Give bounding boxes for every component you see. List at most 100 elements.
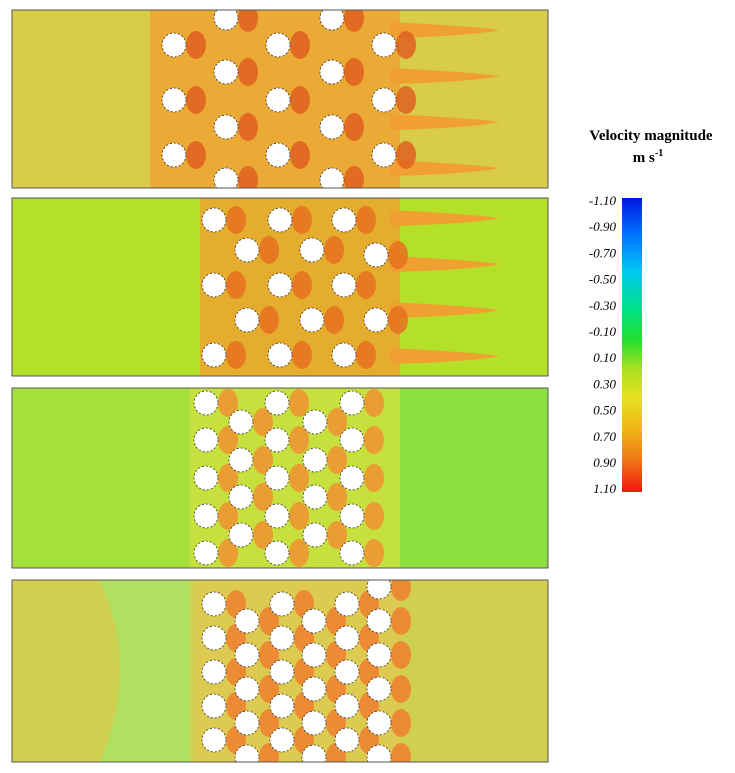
high-velocity-zone	[324, 306, 344, 334]
cylinder	[193, 465, 219, 491]
colorbar-tick-label: 0.50	[593, 403, 616, 418]
high-velocity-zone	[290, 86, 310, 114]
cylinder	[302, 447, 328, 473]
cylinder	[213, 10, 239, 31]
panel-border	[11, 9, 549, 189]
high-velocity-zone	[218, 464, 238, 492]
cylinder	[301, 642, 327, 668]
cylinder	[334, 727, 360, 753]
colorbar-tick-label: 0.30	[593, 376, 616, 391]
cylinder	[161, 32, 187, 58]
high-velocity-zone	[344, 58, 364, 86]
cylinder	[161, 142, 187, 168]
cylinder	[319, 114, 345, 140]
cylinder	[265, 87, 291, 113]
high-velocity-zone	[218, 426, 238, 454]
unit-exponent: -1	[655, 148, 663, 159]
high-velocity-zone	[186, 86, 206, 114]
cylinder	[264, 465, 290, 491]
cylinder	[302, 522, 328, 548]
cylinder	[265, 142, 291, 168]
colorbar-tick-label: -0.70	[589, 245, 617, 260]
contour-panel	[11, 387, 549, 569]
high-velocity-zone	[218, 502, 238, 530]
cylinder	[334, 693, 360, 719]
high-velocity-zone	[218, 539, 238, 567]
cylinder	[234, 608, 260, 634]
cylinder	[269, 591, 295, 617]
high-velocity-zone	[344, 113, 364, 141]
cylinder	[301, 608, 327, 634]
cylinder	[264, 540, 290, 566]
cylinder	[301, 710, 327, 736]
cylinder	[331, 272, 357, 298]
high-velocity-zone	[292, 341, 312, 369]
cylinder	[366, 744, 392, 762]
cylinder	[213, 59, 239, 85]
cylinder	[301, 676, 327, 702]
cylinder	[201, 591, 227, 617]
colorbar-tick-label: 0.70	[593, 429, 616, 444]
wake-region	[380, 388, 548, 568]
cylinder	[269, 659, 295, 685]
colorbar-tick-label: 0.90	[593, 455, 616, 470]
panel-border	[11, 197, 549, 377]
high-velocity-zone	[289, 502, 309, 530]
high-velocity-zone	[391, 607, 411, 635]
cylinder	[264, 427, 290, 453]
colorbar-ticks: -1.10 -0.90 -0.70 -0.50 -0.30 -0.10 0.10 0.30 0.…	[589, 193, 617, 496]
high-velocity-zone	[259, 306, 279, 334]
colorbar	[622, 198, 642, 492]
colorbar-tick-label: 1.10	[593, 481, 616, 496]
high-velocity-zone	[253, 483, 273, 511]
high-velocity-zone	[391, 580, 411, 601]
panel-border	[11, 387, 549, 569]
cylinder	[366, 710, 392, 736]
cylinder	[234, 676, 260, 702]
cylinder	[339, 465, 365, 491]
high-velocity-zone	[253, 446, 273, 474]
wake-jet	[390, 160, 500, 176]
cylinder	[213, 114, 239, 140]
high-velocity-zone	[364, 389, 384, 417]
high-velocity-zone	[364, 539, 384, 567]
cylinder	[319, 10, 345, 31]
contour-panel	[11, 9, 549, 189]
cylinder	[371, 32, 397, 58]
wake-jet	[390, 348, 500, 364]
high-velocity-zone	[324, 236, 344, 264]
cylinder	[299, 237, 325, 263]
high-velocity-zone	[218, 389, 238, 417]
wake-jet	[390, 114, 500, 130]
wake-jet	[390, 302, 500, 318]
cylinder	[234, 744, 260, 762]
high-velocity-zone	[396, 86, 416, 114]
high-velocity-zone	[388, 306, 408, 334]
cylinder	[201, 659, 227, 685]
cylinder	[366, 642, 392, 668]
colorbar-unit: m s-1	[633, 148, 663, 166]
high-velocity-zone	[289, 426, 309, 454]
cylinder	[371, 87, 397, 113]
cylinder	[366, 676, 392, 702]
cylinder	[267, 342, 293, 368]
cylinder	[339, 503, 365, 529]
cylinder	[269, 693, 295, 719]
high-velocity-zone	[292, 271, 312, 299]
wake-jet	[390, 256, 500, 272]
high-velocity-zone	[327, 483, 347, 511]
panel-border	[11, 579, 549, 763]
high-velocity-zone	[364, 502, 384, 530]
high-velocity-zone	[238, 166, 258, 188]
high-velocity-zone	[238, 58, 258, 86]
colorbar-title: Velocity magnitude	[589, 128, 713, 144]
high-velocity-zone	[356, 271, 376, 299]
high-velocity-zone	[364, 426, 384, 454]
high-velocity-zone	[327, 408, 347, 436]
cylinder	[201, 207, 227, 233]
cylinder	[228, 484, 254, 510]
cylinder	[269, 727, 295, 753]
cylinder	[234, 642, 260, 668]
wake-jet	[390, 210, 500, 226]
